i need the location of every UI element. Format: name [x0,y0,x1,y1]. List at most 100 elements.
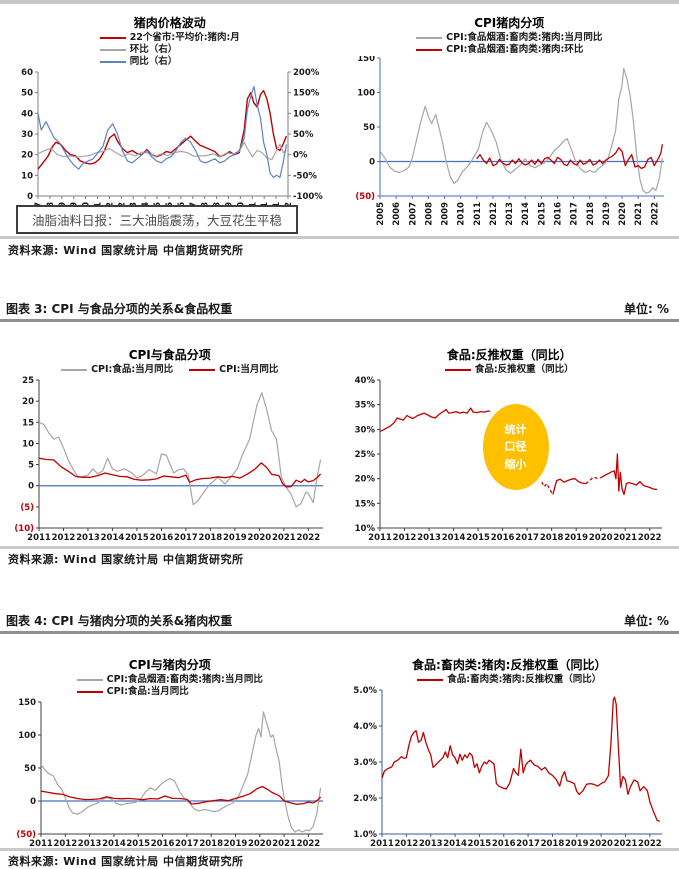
source-line-1: 资料来源: Wind 国家统计局 中信期货研究所 [8,244,244,257]
svg-text:5: 5 [165,202,175,208]
svg-text:25: 25 [22,376,34,386]
report-note-box: 油脂油料日报：三大油脂震荡，大豆花生平稳 [16,205,298,234]
svg-text:1: 1 [248,202,258,208]
svg-text:2019: 2019 [223,839,247,846]
svg-text:4: 4 [141,202,151,208]
svg-text:2020: 2020 [590,839,614,846]
pork-weight-chart: 1.0% 2.0% 3.0% 4.0% 5.0% 2011 2012 2013 2014 2015… [354,686,663,846]
svg-text:2011: 2011 [27,533,51,542]
svg-text:8: 8 [46,202,56,208]
svg-text:1.0%: 1.0% [354,830,378,840]
svg-text:100: 100 [358,89,376,99]
svg-text:8: 8 [212,202,222,208]
chart-title: 食品:畜肉类:猪肉:反推权重（同比） [412,658,607,672]
figure-4-header: 图表 4: CPI 与猪肉分项的关系&猪肉权重 单位: % [0,612,679,629]
svg-text:(5): (5) [20,503,34,513]
svg-text:2015: 2015 [467,533,491,542]
svg-text:2012: 2012 [51,533,75,542]
source-line-2: 资料来源: Wind 国家统计局 中信期货研究所 [8,553,244,566]
svg-text:150%: 150% [293,89,320,99]
svg-text:0: 0 [27,192,33,202]
svg-text:2006: 2006 [392,202,402,226]
chart-legend: CPI:食品烟酒:畜肉类:猪肉:当月同比 CPI:食品烟酒:畜肉类:猪肉:环比 [416,32,602,56]
separator [0,546,679,549]
svg-text:2018: 2018 [541,839,565,846]
svg-text:8: 8 [200,202,210,208]
svg-text:9: 9 [58,202,68,208]
chart-title: CPI与猪肉分项 [128,658,211,672]
legend-swatch [99,37,126,39]
legend-item: CPI:食品烟酒:畜肉类:猪肉:当月同比 [76,674,263,686]
figure-cpi-pork-subitem: CPI猪肉分项 CPI:食品烟酒:畜肉类:猪肉:当月同比 CPI:食品烟酒:畜肉类… [340,8,679,236]
svg-text:25%: 25% [355,450,376,460]
legend-label: CPI:食品:当月同比 [91,364,174,375]
svg-text:2020: 2020 [589,533,613,542]
svg-text:100: 100 [18,731,36,741]
figure-cpi-vs-pork: CPI与猪肉分项 CPI:食品烟酒:畜肉类:猪肉:当月同比 CPI:食品:当月同比… [0,650,340,846]
figure-4-unit: 单位: % [623,614,669,628]
svg-text:5: 5 [28,461,34,471]
legend-swatch [416,49,443,51]
svg-text:2017: 2017 [517,839,541,846]
svg-text:2014: 2014 [443,839,467,846]
svg-text:2014: 2014 [521,202,531,226]
svg-text:2016: 2016 [554,202,564,226]
svg-text:2009: 2009 [441,202,451,226]
food-weight-chart: 10%15%20%25%30%35%40%2011 2012 2013 2014 201… [355,376,663,542]
figure-row-3: CPI与猪肉分项 CPI:食品烟酒:畜肉类:猪肉:当月同比 CPI:食品:当月同比… [0,650,679,846]
svg-text:5.0%: 5.0% [354,686,378,696]
svg-text:1: 1 [260,202,270,208]
legend-swatch [99,61,126,63]
legend-item: 食品:畜肉类:猪肉:反推权重（同比） [417,674,601,686]
svg-text:9: 9 [69,202,79,208]
svg-text:2019: 2019 [565,839,589,846]
svg-text:2013: 2013 [417,533,441,542]
svg-text:2: 2 [105,202,115,208]
svg-text:2022: 2022 [296,839,320,846]
svg-text:30: 30 [21,130,33,140]
separator [0,236,679,239]
figure-pork-weight: 食品:畜肉类:猪肉:反推权重（同比） 食品:畜肉类:猪肉:反推权重（同比） 1.… [340,650,679,846]
svg-text:60: 60 [21,68,33,78]
svg-text:2019: 2019 [565,533,589,542]
svg-text:2016: 2016 [491,533,515,542]
svg-text:2021: 2021 [272,533,296,542]
svg-text:2021: 2021 [634,202,644,226]
svg-text:(10): (10) [14,524,34,534]
annotation-line: 缩小 [504,457,527,471]
svg-text:2020: 2020 [248,839,272,846]
svg-text:2022: 2022 [638,839,662,846]
svg-text:2012: 2012 [489,202,499,226]
legend-swatch [61,369,88,371]
legend-item: CPI:食品烟酒:畜肉类:猪肉:当月同比 [416,32,602,44]
annotation-line: 口径 [504,440,527,454]
svg-text:2022: 2022 [638,533,662,542]
legend-label: 环比（右） [129,44,178,55]
svg-text:100%: 100% [293,109,320,119]
svg-text:2017: 2017 [516,533,540,542]
svg-text:40%: 40% [355,376,376,386]
chart-title: CPI与食品分项 [128,348,211,362]
legend-swatch [417,679,444,681]
svg-text:6: 6 [177,202,187,208]
svg-text:2011: 2011 [368,533,392,542]
figure-3-label: 图表 3: CPI 与食品分项的关系&食品权重 [6,302,233,316]
svg-text:2012: 2012 [53,839,77,846]
report-note-text: 油脂油料日报：三大油脂震荡，大豆花生平稳 [31,213,282,228]
svg-text:2011: 2011 [370,839,394,846]
svg-text:2011: 2011 [29,839,53,846]
svg-text:10: 10 [21,171,33,181]
svg-text:2014: 2014 [442,533,466,542]
legend-item: CPI:当月同比 [189,364,278,376]
svg-text:2015: 2015 [538,202,548,226]
svg-text:2007: 2007 [409,202,419,226]
svg-text:15%: 15% [355,499,376,509]
svg-text:150: 150 [358,56,376,64]
svg-text:2018: 2018 [198,533,222,542]
legend-label: CPI:食品烟酒:畜肉类:猪肉:当月同比 [106,674,263,685]
svg-text:50: 50 [363,123,375,133]
legend-swatch [416,37,443,39]
svg-text:50: 50 [21,89,33,99]
separator [0,319,679,322]
